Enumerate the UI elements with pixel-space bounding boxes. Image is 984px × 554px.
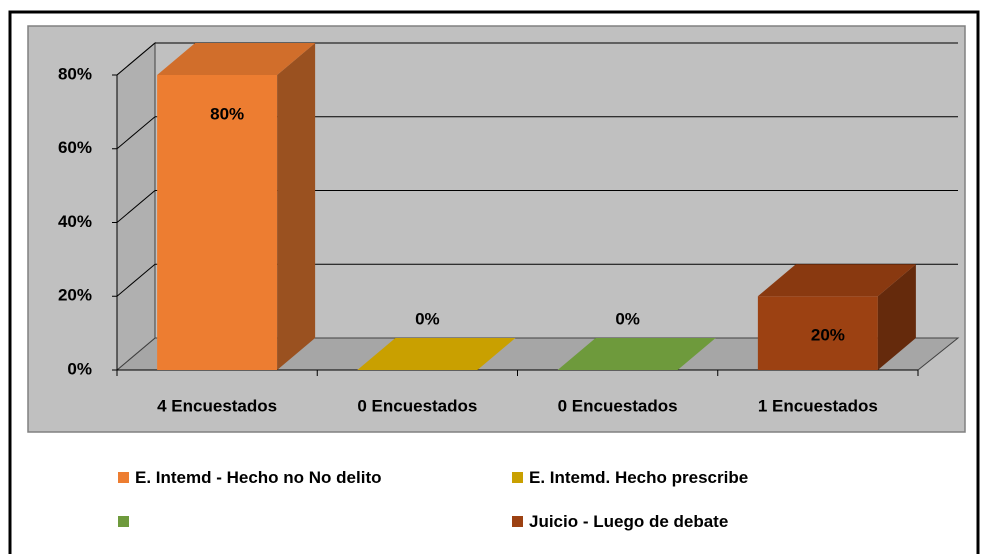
value-label: 0% [415,309,440,328]
bar-front [757,296,878,370]
bar-top [157,43,316,75]
legend-item: E. Intemd - Hecho no No delito [118,468,418,488]
legend-swatch [512,516,523,527]
y-tick-label: 60% [58,138,92,157]
legend-swatch [512,472,523,483]
bar-top [757,264,916,297]
bar [357,338,516,370]
value-label: 20% [811,326,845,345]
legend-label: E. Intemd - Hecho no No delito [135,468,382,487]
bar-top [357,338,516,370]
y-tick-label: 40% [58,212,92,231]
legend-swatch [118,472,129,483]
value-label: 0% [615,309,640,328]
legend-item: E. Intemd. Hecho prescribe [512,468,812,488]
legend-label: E. Intemd. Hecho prescribe [529,468,749,487]
grid-line [116,116,156,150]
x-tick-label: 0 Encuestados [558,396,678,415]
value-label: 80% [210,104,244,123]
bar [157,43,316,370]
y-tick-label: 20% [58,286,92,305]
bar [557,338,716,370]
x-tick-label: 1 Encuestados [758,396,878,415]
bar [757,264,916,370]
x-tick-label: 4 Encuestados [157,396,277,415]
bar-side [277,43,316,370]
legend-swatch [118,516,129,527]
x-tick-label: 0 Encuestados [357,396,477,415]
y-tick-label: 0% [67,359,92,378]
y-tick-label: 80% [58,64,92,83]
grid-line [116,190,156,223]
bar-top [557,338,716,370]
bar-front [157,75,278,370]
legend-label: Juicio - Luego de debate [529,512,729,531]
legend-item: Juicio - Luego de debate [512,512,812,532]
grid-line [116,263,156,297]
frame [8,10,980,554]
grid-line [116,42,156,76]
bar-side [877,264,916,370]
